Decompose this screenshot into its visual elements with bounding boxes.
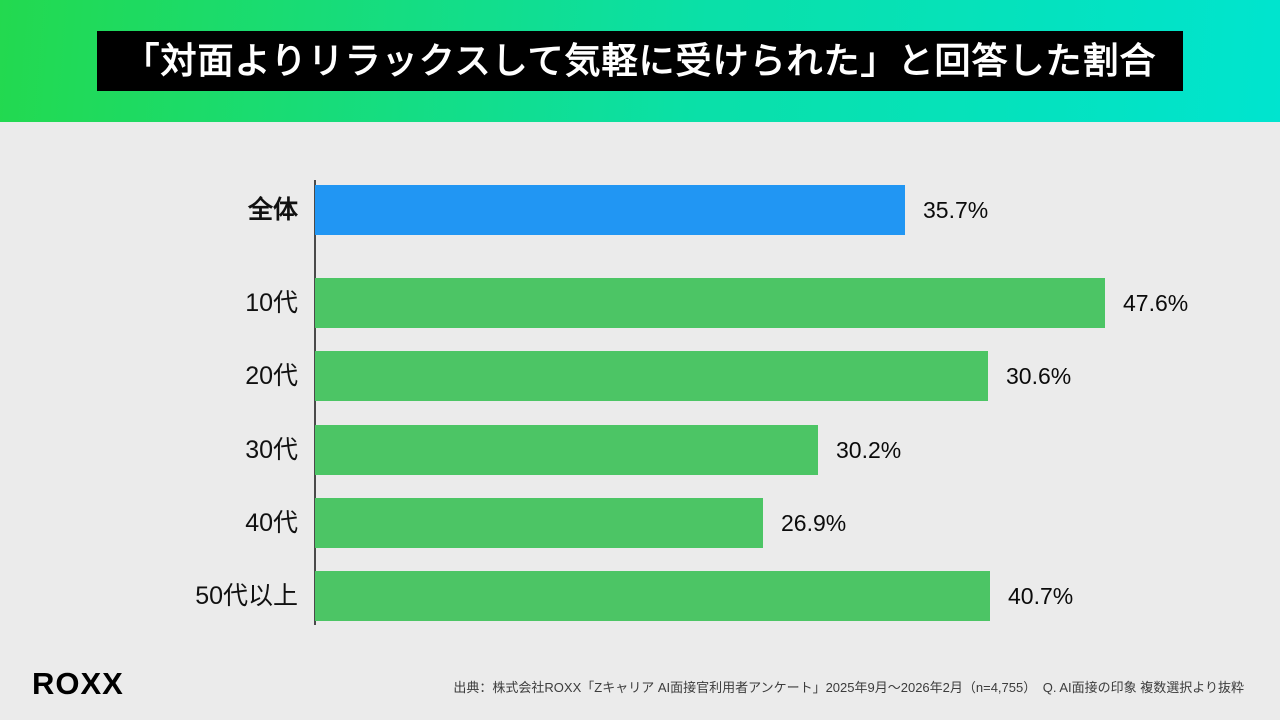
value-label: 47.6% (1123, 290, 1189, 316)
bar-segment (315, 498, 763, 548)
page-title: 「対面よりリラックスして気軽に受けられた」と回答した割合 (97, 31, 1183, 91)
category-label: 40代 (245, 509, 298, 537)
value-label: 30.6% (1006, 363, 1072, 389)
chart-row: 全体 35.7% (0, 185, 1280, 235)
value-label: 35.7% (923, 197, 989, 223)
bar-segment (315, 425, 818, 475)
category-label: 30代 (245, 436, 298, 464)
chart-row: 10代 47.6% (0, 278, 1280, 328)
value-label: 40.7% (1008, 583, 1074, 609)
chart-row: 40代 26.9% (0, 498, 1280, 548)
bar-segment (315, 278, 1105, 328)
source-note: 出典：株式会社ROXX「Zキャリア AI面接官利用者アンケート」2025年9月〜… (453, 680, 1244, 695)
category-label: 全体 (247, 196, 298, 224)
footer: ROXX 出典：株式会社ROXX「Zキャリア AI面接官利用者アンケート」202… (0, 652, 1280, 720)
value-label: 26.9% (781, 510, 847, 536)
header-banner: 「対面よりリラックスして気軽に受けられた」と回答した割合 (0, 0, 1280, 122)
category-label: 50代以上 (195, 582, 298, 610)
value-label: 30.2% (836, 437, 902, 463)
bar-segment (315, 185, 905, 235)
chart-row: 50代以上 40.7% (0, 571, 1280, 621)
category-label: 20代 (245, 362, 298, 390)
chart-axis-line (314, 180, 316, 625)
category-label: 10代 (245, 289, 298, 317)
bar-segment (315, 351, 988, 401)
bar-segment (315, 571, 990, 621)
bar-chart: 全体 35.7% 10代 47.6% 20代 30.6% 30代 30.2% 40代 26.9% 5… (0, 122, 1280, 652)
chart-row: 30代 30.2% (0, 425, 1280, 475)
roxx-logo: ROXX (32, 666, 124, 701)
chart-row: 20代 30.6% (0, 351, 1280, 401)
